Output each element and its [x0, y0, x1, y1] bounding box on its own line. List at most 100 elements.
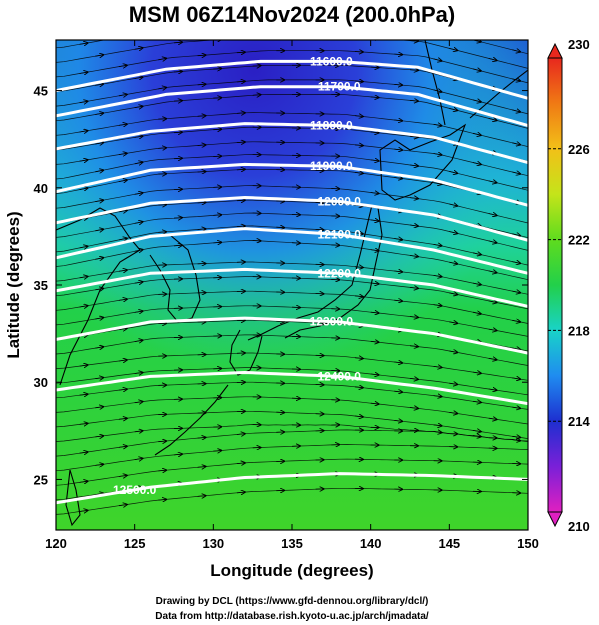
wind-arrow [472, 372, 481, 373]
wind-arrow [472, 312, 481, 314]
wind-arrow [236, 492, 245, 493]
wind-arrow [197, 84, 206, 85]
y-tick-label: 45 [34, 84, 48, 99]
wind-arrow [370, 160, 379, 161]
contour-line [56, 195, 528, 242]
wind-arrow [512, 234, 520, 236]
coastline-taiwan [65, 469, 81, 527]
wind-arrow [409, 41, 418, 42]
wind-arrow [173, 42, 182, 43]
wind-arrow [197, 55, 206, 56]
colorbar-tick-label: 226 [568, 142, 590, 157]
coastline-kyushu [229, 329, 263, 376]
wind-arrow [79, 481, 88, 482]
wind-arrow [95, 407, 103, 408]
wind-arrow [118, 94, 127, 95]
wind-streamline [56, 112, 528, 147]
wind-arrow [409, 408, 418, 409]
contour-label: 12500.0 [113, 483, 157, 497]
wind-vectors [56, 29, 528, 515]
wind-arrow [488, 118, 497, 120]
wind-arrow [134, 77, 143, 78]
wind-arrow [488, 271, 497, 273]
wind-arrow [354, 416, 363, 417]
wind-arrow [394, 391, 402, 392]
wind-arrow [472, 133, 481, 135]
wind-arrow [512, 143, 520, 145]
wind-arrow [252, 95, 261, 96]
wind-arrow [394, 271, 402, 272]
wind-arrow [433, 396, 442, 397]
wind-arrow [95, 258, 103, 260]
wind-arrow [472, 430, 481, 431]
x-tick-label: 135 [281, 536, 303, 551]
contour-label: 11800.0 [310, 118, 353, 132]
wind-streamline [56, 458, 528, 486]
contour-label: 12100.0 [318, 227, 362, 241]
wind-arrow [394, 239, 402, 240]
wind-arrow [394, 84, 402, 85]
wind-arrow [449, 232, 457, 234]
wind-arrow [370, 67, 379, 68]
wind-arrow [79, 160, 88, 161]
wind-arrow [118, 446, 127, 447]
wind-arrow [354, 267, 363, 268]
wind-arrow [512, 79, 520, 81]
wind-arrow [409, 287, 418, 288]
wind-arrow [79, 246, 88, 248]
wind-arrow [134, 282, 143, 283]
wind-streamline [56, 381, 528, 410]
wind-arrow [236, 434, 245, 435]
contour-label: 12000.0 [318, 194, 362, 208]
wind-arrow [394, 54, 402, 55]
wind-arrow [409, 136, 418, 137]
wind-arrow [158, 119, 166, 120]
coastline-japan-pacific [284, 207, 383, 339]
wind-arrow [213, 451, 221, 452]
wind-arrow [173, 101, 182, 102]
wind-streamline [56, 168, 528, 206]
wind-arrow [512, 436, 520, 437]
wind-arrow [449, 171, 457, 173]
wind-arrow [370, 220, 379, 221]
wind-streamline [56, 225, 528, 266]
wind-arrow [79, 43, 88, 44]
wind-arrow [512, 262, 520, 264]
wind-arrow [488, 241, 497, 243]
wind-arrow [433, 275, 442, 276]
wind-arrow [158, 29, 166, 30]
wind-arrow [197, 202, 206, 203]
wind-arrow [409, 100, 418, 101]
wind-arrow [134, 136, 143, 137]
wind-arrow [449, 48, 457, 50]
wind-arrow [197, 229, 206, 230]
wind-arrow [197, 116, 206, 117]
wind-arrow [236, 226, 245, 227]
contour-line [56, 122, 528, 164]
wind-streamline [56, 261, 528, 295]
footer-credit-dcl: Drawing by DCL (https://www.gfd-dennou.o… [156, 596, 429, 607]
wind-arrow [134, 373, 143, 374]
wind-arrow [173, 71, 182, 72]
wind-arrow [134, 48, 143, 49]
wind-arrow [236, 200, 245, 201]
wind-arrow [354, 52, 363, 53]
wind-arrow [449, 351, 457, 352]
wind-arrow [95, 318, 103, 319]
wind-arrow [449, 383, 457, 384]
wind-arrow [449, 412, 457, 413]
wind-arrow [79, 394, 88, 395]
wind-arrow [118, 153, 127, 154]
wind-arrow [472, 69, 481, 71]
wind-arrow [95, 289, 103, 290]
wind-arrow [512, 50, 520, 52]
colorbar-max-triangle [547, 42, 563, 59]
contour-line [56, 59, 528, 100]
wind-arrow [118, 180, 127, 182]
wind-arrow [409, 198, 418, 199]
wind-arrow [394, 120, 402, 121]
wind-arrow [158, 58, 166, 59]
wind-arrow [354, 296, 363, 297]
wind-arrow [197, 467, 206, 468]
